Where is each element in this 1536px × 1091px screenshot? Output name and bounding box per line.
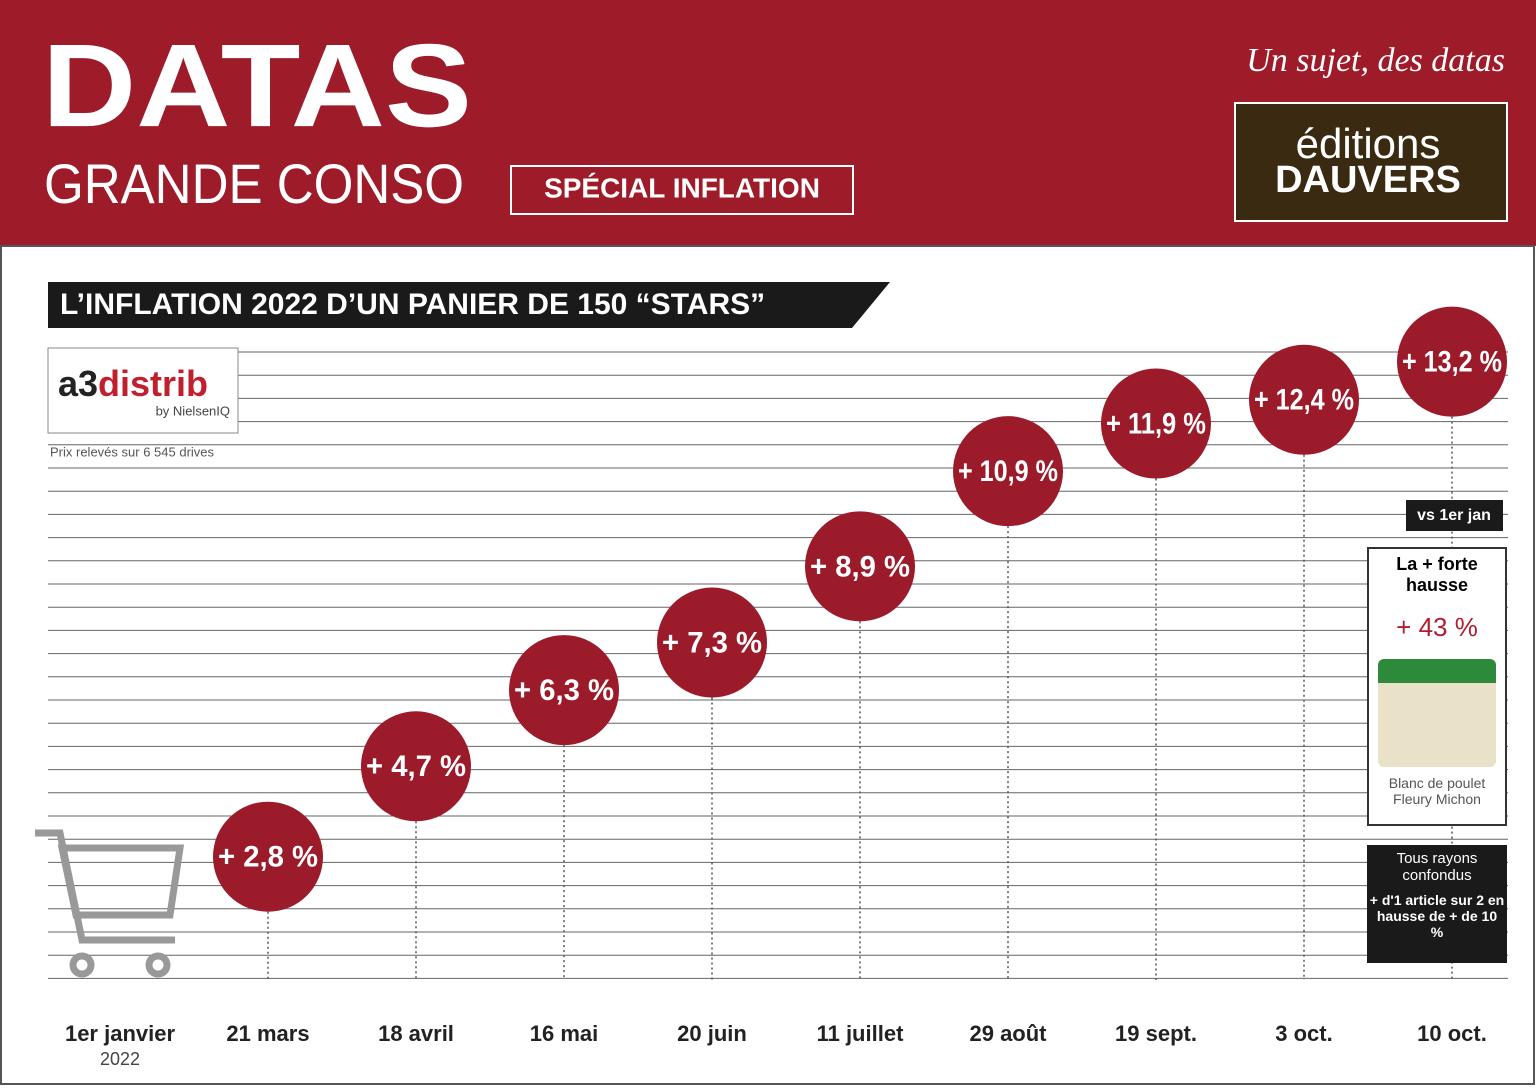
brand: DATAS (42, 20, 472, 152)
product-name: Blanc de poulet Fleury Michon (1388, 775, 1486, 807)
publisher-bottom: DAUVERS (1275, 159, 1461, 201)
value-label: + 11,9 % (1106, 407, 1206, 440)
source-logo (47, 347, 239, 434)
panel-border (0, 245, 1535, 1085)
logo-accent: distrib (98, 363, 208, 404)
value-label: + 2,8 % (218, 841, 318, 874)
bubble (1397, 306, 1507, 417)
x-tick-label: 18 avril (378, 1021, 454, 1046)
highlight-content: La + forte hausse + 43 % Blanc de poulet… (1370, 554, 1504, 807)
value-label: + 10,9 % (958, 455, 1058, 488)
title-banner (48, 282, 890, 328)
plot: 1er janvier 21 mars + 2,8 % 18 avril + 4,7 %… (65, 306, 1507, 1069)
cart-wheel (69, 952, 95, 978)
source-note: Prix relevés sur 6 545 drives (50, 444, 215, 459)
cart-basket (57, 844, 185, 919)
bubble (657, 587, 767, 698)
x-tick-label: 1er janvier (65, 1021, 176, 1046)
value-label: + 12,4 % (1254, 384, 1354, 417)
vs-tag (1406, 500, 1503, 531)
x-sublabel: 2022 (100, 1049, 140, 1069)
value-label: + 6,3 % (514, 674, 614, 707)
brand-sub: GRANDE CONSO (44, 152, 464, 215)
value-label: + 13,2 % (1402, 346, 1502, 379)
x-tick-label: 3 oct. (1275, 1021, 1332, 1046)
bubble (1249, 344, 1359, 455)
bubble (361, 711, 471, 822)
summary-title: Tous rayons confondus (1396, 850, 1478, 884)
highlight-title: La + forte hausse (1396, 554, 1478, 595)
x-tick-label: 11 juillet (817, 1021, 904, 1046)
bubble (1101, 368, 1211, 479)
badge: SPÉCIAL INFLATION (544, 172, 820, 203)
value-label: + 7,3 % (662, 626, 762, 659)
x-tick-label: 29 août (969, 1021, 1047, 1046)
x-tick-label: 21 mars (226, 1021, 309, 1046)
bubble (805, 511, 915, 622)
bubble (509, 635, 619, 746)
cart-icon (35, 829, 185, 978)
tagline: Un sujet, des datas (1246, 42, 1505, 79)
value-label: + 4,7 % (366, 750, 466, 783)
logo-sub: by NielsenIQ (156, 403, 230, 418)
chart-title: L’INFLATION 2022 D’UN PANIER DE 150 “STA… (60, 288, 765, 321)
value-label: + 8,9 % (810, 550, 910, 583)
bubble (953, 416, 1063, 527)
x-tick-label: 19 sept. (1115, 1021, 1197, 1046)
bubble (213, 801, 323, 912)
highlight-value: + 43 % (1396, 612, 1478, 642)
badge-frame (510, 165, 854, 215)
summary-text: + d'1 article sur 2 en hausse de + de 10… (1369, 892, 1505, 940)
summary-inner: Tous rayons confondus + d'1 article sur … (1369, 850, 1505, 940)
logo-main-part: a3 (58, 363, 98, 404)
x-tick-label: 10 oct. (1417, 1021, 1487, 1046)
vs-label: vs 1er jan (1417, 507, 1491, 524)
highlight-inner: La + forte hausse + 43 % Blanc de poulet… (1370, 554, 1504, 807)
x-tick-label: 16 mai (530, 1021, 599, 1046)
product-image (1378, 659, 1496, 767)
x-tick-label: 20 juin (677, 1021, 747, 1046)
publisher-logo (1234, 102, 1508, 222)
summary-box (1367, 845, 1507, 963)
summary-content: Tous rayons confondus + d'1 article sur … (1369, 850, 1505, 940)
cart-wheel (145, 952, 171, 978)
publisher-top: éditions (1296, 120, 1441, 167)
logo-main: a3distrib (58, 363, 208, 404)
